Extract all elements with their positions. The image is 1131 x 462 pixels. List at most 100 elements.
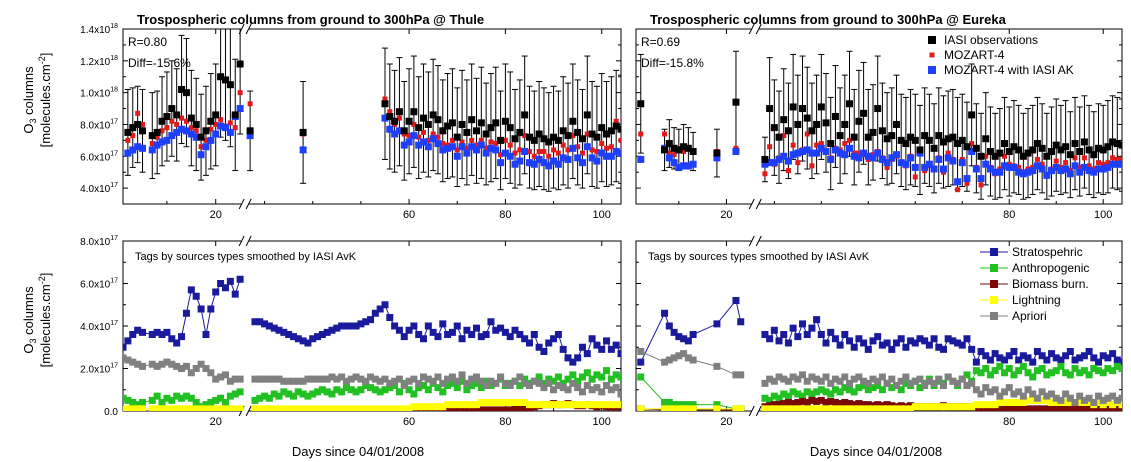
data-point xyxy=(540,379,548,387)
data-point xyxy=(617,125,621,133)
data-point xyxy=(168,132,176,140)
data-point xyxy=(902,379,910,387)
data-point xyxy=(799,392,807,400)
data-point xyxy=(1024,369,1032,377)
legend-label: MOZART-4 xyxy=(944,48,1005,62)
legend-label: Lightning xyxy=(1012,293,1061,307)
axis-break-mark xyxy=(748,405,755,417)
data-point xyxy=(1029,405,1037,411)
data-point xyxy=(930,335,938,343)
data-point xyxy=(342,377,350,385)
data-point xyxy=(789,373,797,381)
ylabel-sub: 3 xyxy=(28,118,38,123)
data-point xyxy=(352,373,360,381)
y-tick-label: 4.0x1017 xyxy=(80,182,118,195)
data-point xyxy=(789,324,797,332)
data-point xyxy=(912,174,918,180)
data-point xyxy=(338,388,346,396)
data-point xyxy=(221,124,229,132)
legend-label: IASI observations xyxy=(944,33,1038,47)
data-point xyxy=(236,375,244,383)
data-point xyxy=(1095,392,1103,400)
data-point xyxy=(1095,358,1103,366)
data-point xyxy=(1095,367,1103,375)
data-point xyxy=(831,375,839,383)
data-point xyxy=(1066,394,1074,402)
data-point xyxy=(784,157,792,165)
data-point xyxy=(159,128,165,134)
data-point xyxy=(550,386,558,394)
data-point xyxy=(304,392,312,400)
data-point xyxy=(883,401,891,409)
data-point xyxy=(477,377,485,385)
data-point xyxy=(179,115,185,121)
data-point xyxy=(766,335,774,343)
data-point xyxy=(855,384,863,392)
data-point xyxy=(599,141,605,147)
data-point xyxy=(1038,352,1046,360)
data-point xyxy=(770,159,778,167)
data-point xyxy=(197,405,205,411)
data-point xyxy=(598,401,606,409)
data-point xyxy=(1085,371,1093,379)
data-point xyxy=(780,390,788,398)
data-point xyxy=(477,406,485,411)
data-point xyxy=(226,277,234,285)
data-point xyxy=(488,139,494,145)
data-point xyxy=(963,382,971,389)
data-point xyxy=(173,405,181,411)
data-point xyxy=(178,365,186,372)
data-point xyxy=(617,350,621,358)
data-point xyxy=(139,144,147,152)
data-point xyxy=(256,405,264,411)
data-point xyxy=(158,138,166,146)
data-point xyxy=(439,127,447,135)
data-point xyxy=(574,377,582,385)
data-point xyxy=(1071,405,1079,411)
data-point xyxy=(362,405,370,411)
data-point xyxy=(911,377,919,385)
data-point xyxy=(391,117,399,125)
data-point xyxy=(713,362,721,370)
data-point xyxy=(574,154,582,162)
data-point xyxy=(680,335,688,343)
axis-break-mark xyxy=(245,235,252,247)
data-point xyxy=(822,405,830,411)
data-point xyxy=(371,309,379,317)
data-point xyxy=(836,341,844,349)
data-point xyxy=(1024,149,1032,157)
data-point xyxy=(794,333,802,341)
data-point xyxy=(1024,405,1032,411)
data-point xyxy=(448,143,456,151)
data-point xyxy=(1076,405,1084,411)
x-tick-label: 100 xyxy=(1094,209,1112,221)
data-point xyxy=(996,392,1004,400)
data-point xyxy=(251,375,259,383)
data-point xyxy=(1104,394,1112,402)
y-tick-label: 2.0x1017 xyxy=(80,363,118,376)
data-point xyxy=(521,375,529,383)
data-point xyxy=(530,136,538,144)
x-tick-label: 20 xyxy=(210,209,222,221)
data-point xyxy=(448,406,456,411)
data-point xyxy=(864,405,872,411)
data-point xyxy=(416,134,422,140)
data-point xyxy=(684,162,692,170)
data-point xyxy=(588,154,596,162)
ylabel-sub: 3 xyxy=(28,338,38,343)
ylabel-columns: columns xyxy=(21,286,36,339)
data-point xyxy=(516,405,524,411)
legend-swatch xyxy=(990,312,998,320)
data-point xyxy=(1066,170,1074,178)
data-point xyxy=(813,375,821,383)
data-point xyxy=(850,388,858,396)
data-point xyxy=(178,394,186,402)
data-point xyxy=(506,152,514,160)
data-point xyxy=(1085,394,1093,402)
data-point xyxy=(637,405,645,411)
data-point xyxy=(275,392,283,400)
data-point xyxy=(226,81,234,89)
data-point xyxy=(977,401,985,409)
data-point xyxy=(775,155,783,163)
y-tick-label: 0.0 xyxy=(104,407,118,418)
